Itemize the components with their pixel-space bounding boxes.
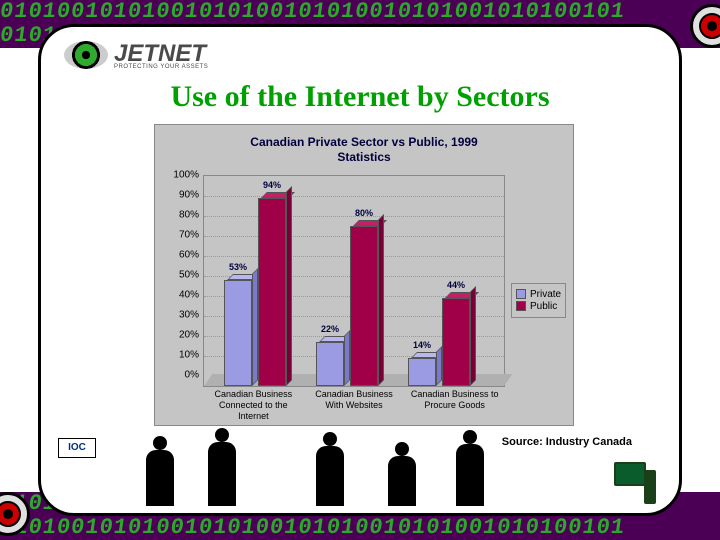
y-tick: 0%	[185, 370, 199, 381]
legend-item: Public	[516, 301, 561, 312]
x-category-label: Canadian Business With Websites	[304, 387, 405, 425]
bar-value-label: 94%	[263, 180, 281, 190]
logo-tagline: PROTECTING YOUR ASSETS	[114, 64, 208, 70]
logo: JETNET PROTECTING YOUR ASSETS	[64, 40, 208, 70]
legend-label: Public	[530, 301, 557, 312]
y-tick: 10%	[179, 350, 199, 361]
grid-line	[204, 196, 504, 197]
legend-swatch	[516, 289, 526, 299]
legend-box: PrivatePublic	[511, 283, 566, 318]
logo-eye-icon	[64, 41, 108, 69]
legend-label: Private	[530, 289, 561, 300]
bar: 22%	[316, 342, 344, 386]
y-tick: 60%	[179, 250, 199, 261]
x-category-label: Canadian Business to Procure Goods	[404, 387, 505, 425]
y-tick: 80%	[179, 210, 199, 221]
chart-container: Canadian Private Sector vs Public, 1999S…	[154, 124, 574, 426]
bar-value-label: 80%	[355, 208, 373, 218]
bar: 14%	[408, 358, 436, 386]
chart-title: Canadian Private Sector vs Public, 1999S…	[161, 135, 567, 165]
y-tick: 50%	[179, 270, 199, 281]
computer-icon	[614, 462, 650, 504]
plot-area: 53%94%22%80%14%44%	[203, 175, 505, 387]
bar-value-label: 14%	[413, 340, 431, 350]
y-tick: 100%	[173, 170, 199, 181]
bar-value-label: 53%	[229, 262, 247, 272]
legend-item: Private	[516, 289, 561, 300]
y-tick: 70%	[179, 230, 199, 241]
bar: 80%	[350, 226, 378, 386]
x-category-label: Canadian Business Connected to the Inter…	[203, 387, 304, 425]
bar: 94%	[258, 198, 286, 386]
y-tick: 90%	[179, 190, 199, 201]
bar-value-label: 44%	[447, 280, 465, 290]
legend: PrivatePublic	[505, 175, 567, 425]
y-tick: 20%	[179, 330, 199, 341]
y-tick: 40%	[179, 290, 199, 301]
y-axis: 0%10%20%30%40%50%60%70%80%90%100%	[161, 175, 203, 425]
bar-value-label: 22%	[321, 324, 339, 334]
y-tick: 30%	[179, 310, 199, 321]
slide-title: Use of the Internet by Sectors	[0, 80, 720, 114]
source-citation: Source: Industry Canada	[502, 436, 632, 448]
bar: 44%	[442, 298, 470, 386]
legend-swatch	[516, 301, 526, 311]
x-axis-labels: Canadian Business Connected to the Inter…	[203, 387, 505, 425]
bar: 53%	[224, 280, 252, 386]
